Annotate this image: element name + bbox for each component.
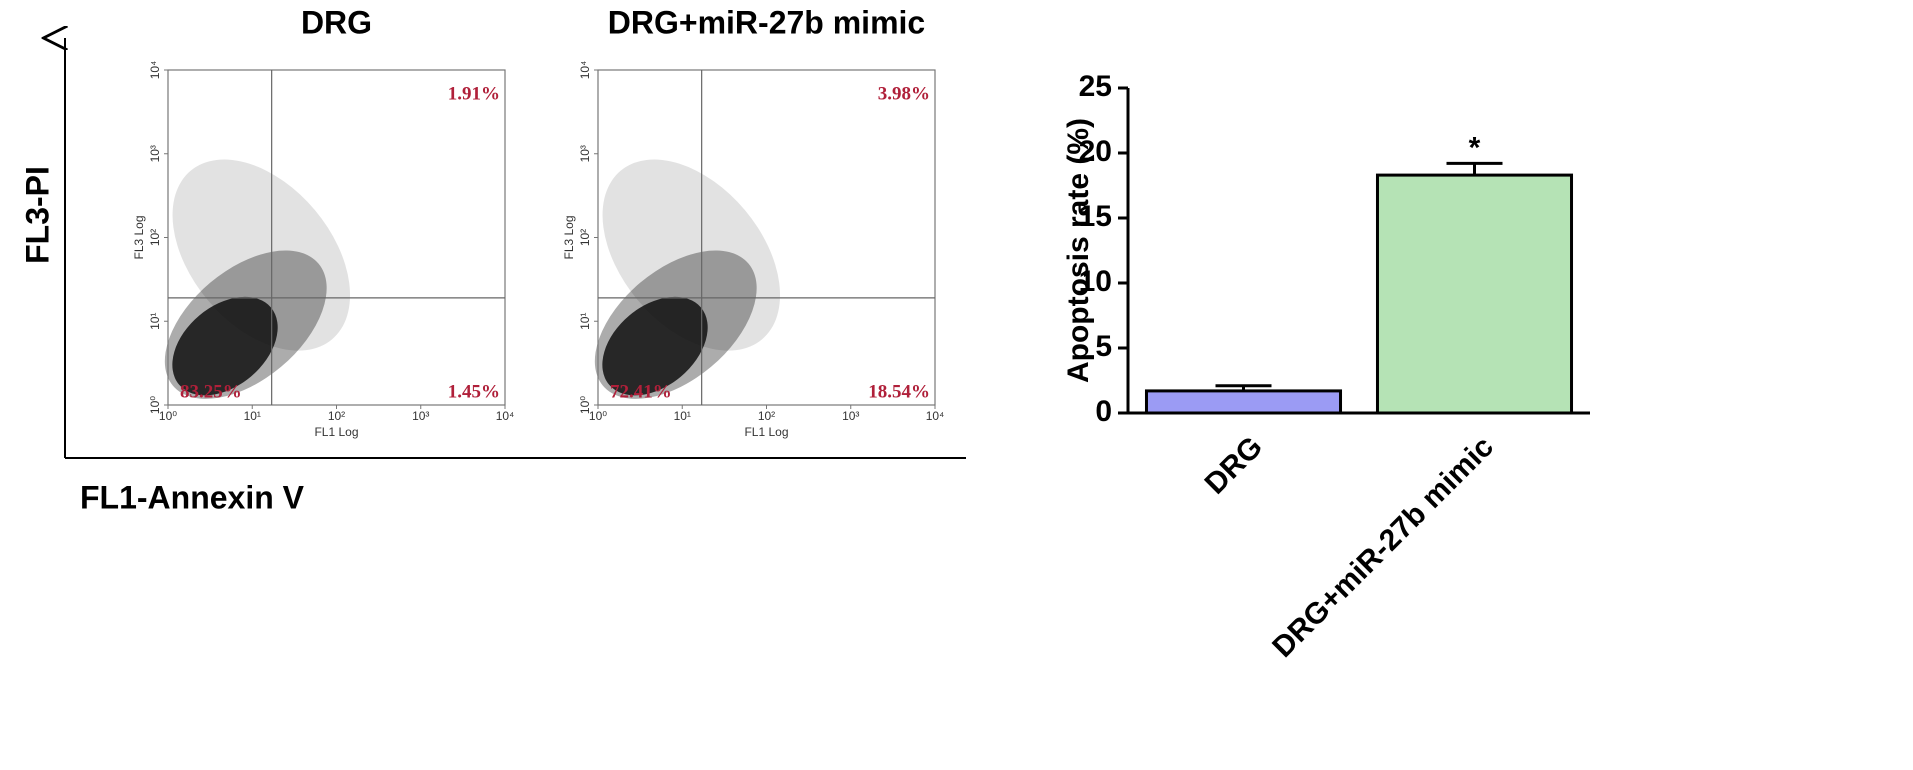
plot-title: DRG [301, 4, 372, 40]
y-axis-label: FL3 Log [132, 215, 146, 259]
x-tick-label: 10¹ [674, 409, 691, 423]
quadrant-percent: 72.41% [610, 381, 672, 402]
x-tick-label: 10⁰ [159, 409, 177, 423]
x-tick-label: 10³ [842, 409, 859, 423]
y-tick-label: 5 [1095, 330, 1112, 363]
error-bar [1446, 161, 1503, 176]
x-tick-label: 10³ [412, 409, 429, 423]
y-tick-label: 10² [578, 229, 592, 246]
density-cloud [602, 296, 708, 396]
density-cloud [172, 159, 351, 351]
quadrant-percent: 18.54% [868, 381, 930, 402]
y-tick-label: 15 [1079, 200, 1112, 233]
x-tick-label: 10⁴ [926, 409, 945, 423]
error-bar [1215, 384, 1272, 391]
density-cloud [602, 159, 781, 351]
x-tick-label: DRG [1199, 430, 1269, 500]
significance-mark: * [1469, 131, 1481, 164]
y-tick-label: 10⁴ [578, 61, 592, 80]
x-tick-label: 10² [328, 409, 345, 423]
y-tick-label: 10⁴ [148, 61, 162, 80]
density-cloud [164, 250, 327, 399]
bar [1144, 389, 1343, 415]
y-tick-label: 10³ [578, 145, 592, 162]
y-axis-label: Apoptosis rate (%) [1062, 118, 1095, 383]
y-tick-label: 10¹ [578, 313, 592, 330]
y-tick-label: 10 [1079, 265, 1112, 298]
x-tick-label: DRG+miR-27b mimic [1266, 430, 1500, 664]
x-axis-label: FL1 Log [744, 425, 788, 439]
figure-x-label: FL1-Annexin V [80, 479, 305, 515]
y-tick-label: 25 [1079, 70, 1112, 103]
y-tick-label: 0 [1095, 395, 1112, 428]
x-tick-label: 10⁰ [589, 409, 607, 423]
figure-y-label: FL3-PI [19, 166, 55, 264]
y-tick-label: 10² [148, 229, 162, 246]
y-axis-label: FL3 Log [562, 215, 576, 259]
quadrant-percent: 3.98% [878, 83, 930, 104]
density-cloud [172, 296, 278, 396]
y-tick-label: 10⁰ [148, 396, 162, 414]
quadrant-percent: 83.25% [180, 381, 242, 402]
density-cloud [594, 250, 757, 399]
plot-title: DRG+miR-27b mimic [608, 4, 925, 40]
quadrant-percent: 1.91% [448, 83, 500, 104]
y-tick-label: 10⁰ [578, 396, 592, 414]
y-tick-label: 10¹ [148, 313, 162, 330]
x-tick-label: 10¹ [244, 409, 261, 423]
y-tick-label: 10³ [148, 145, 162, 162]
quadrant-percent: 1.45% [448, 381, 500, 402]
bar [1375, 173, 1574, 415]
x-tick-label: 10² [758, 409, 775, 423]
x-axis-label: FL1 Log [314, 425, 358, 439]
x-tick-label: 10⁴ [496, 409, 515, 423]
y-tick-label: 20 [1079, 135, 1112, 168]
